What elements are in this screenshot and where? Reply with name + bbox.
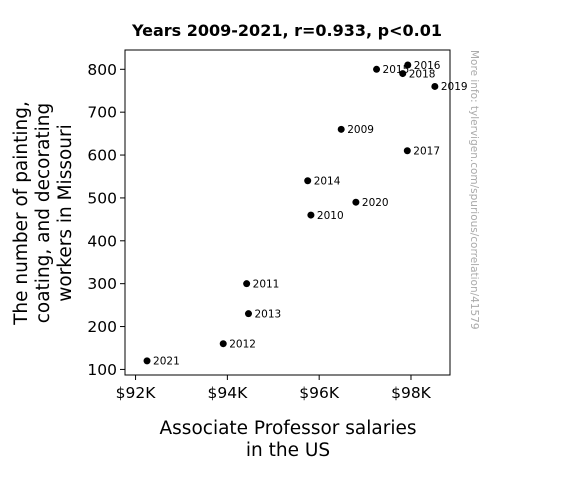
y-tick-label: 400 (87, 232, 117, 250)
data-point (403, 147, 411, 155)
data-point-label: 2012 (229, 339, 256, 351)
data-point-label: 2010 (317, 210, 344, 222)
data-point (431, 82, 439, 90)
y-tick-label: 800 (87, 61, 117, 79)
data-point-label: 2016 (414, 60, 441, 72)
data-point (307, 211, 315, 219)
y-axis-label-line-2: coating, and decorating (33, 103, 54, 324)
x-tick-label: $96K (299, 384, 340, 402)
data-point-label: 2019 (441, 81, 468, 93)
y-tick-label: 100 (87, 361, 117, 379)
data-point-label: 2011 (253, 278, 280, 290)
data-point-label: 2013 (254, 308, 281, 320)
y-tick-label: 600 (87, 147, 117, 165)
data-point-label: 2017 (413, 146, 440, 158)
data-point (352, 198, 360, 206)
y-axis-label-3: workers in Missouri (55, 124, 76, 302)
y-axis-label-line-3: workers in Missouri (55, 124, 76, 302)
y-tick-label: 500 (87, 189, 117, 207)
data-point (243, 280, 251, 288)
data-point-label: 2021 (153, 356, 180, 368)
data-point-label: 2018 (409, 68, 436, 80)
plot-area: $92K $94K $96K $98K 100 200 300 400 500 600 700 80… (87, 49, 468, 402)
data-point (404, 61, 412, 69)
data-point-label: 2014 (314, 176, 341, 188)
data-point (373, 65, 381, 73)
y-tick-label: 300 (87, 275, 117, 293)
y-axis-label: The number of painting, (11, 101, 32, 326)
data-point-label: 2009 (347, 124, 374, 136)
x-tick-label: $92K (116, 384, 157, 402)
x-axis-label-line-1: Associate Professor salaries (160, 418, 417, 439)
x-tick-label: $98K (391, 384, 432, 402)
chart-title: Years 2009-2021, r=0.933, p<0.01 (131, 21, 442, 40)
data-point (219, 340, 227, 348)
data-point (244, 310, 252, 318)
data-point-label: 2020 (362, 197, 389, 209)
data-point (304, 177, 312, 185)
x-tick-label: $94K (207, 384, 248, 402)
data-point (399, 70, 407, 78)
data-point (337, 125, 345, 133)
y-axis-label-2: coating, and decorating (33, 103, 54, 324)
y-axis-label-line-1: The number of painting, (11, 101, 32, 326)
x-axis: $92K $94K $96K $98K (116, 375, 432, 402)
y-tick-label: 200 (87, 318, 117, 336)
watermark-group: More info: tylervigen.com/spurious/corre… (468, 50, 480, 330)
y-axis: 100 200 300 400 500 600 700 800 (87, 61, 125, 379)
plot-frame (124, 49, 451, 376)
data-point (143, 357, 151, 365)
x-axis-label-line-2: in the US (246, 440, 330, 461)
y-tick-label: 700 (87, 104, 117, 122)
watermark-text: More info: tylervigen.com/spurious/corre… (468, 50, 480, 330)
